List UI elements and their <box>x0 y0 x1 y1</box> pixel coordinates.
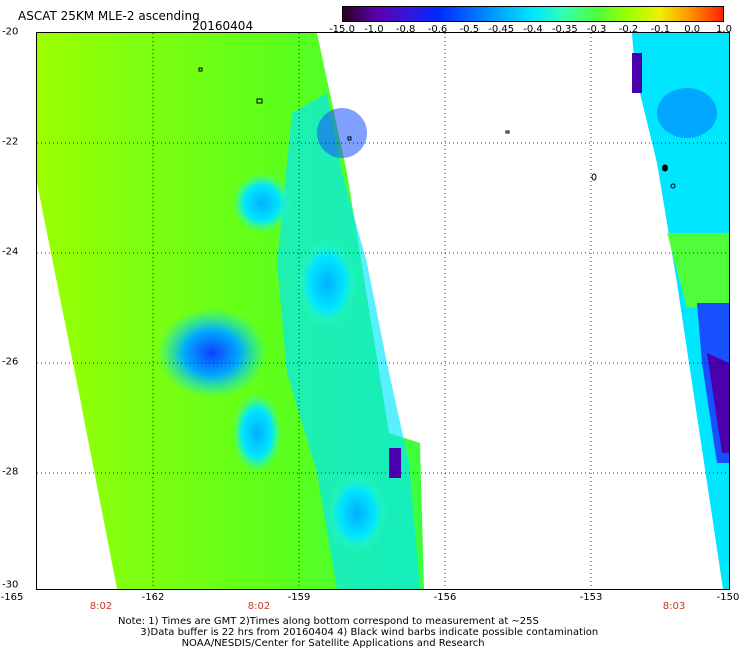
graticule <box>37 33 729 589</box>
footnote: Note: 1) Times are GMT 2)Times along bot… <box>118 616 598 649</box>
y-tick-label: -28 <box>2 466 19 478</box>
time-label: 8:03 <box>662 601 686 612</box>
time-label: 8:02 <box>89 601 113 612</box>
y-tick-label: -24 <box>2 246 19 258</box>
edge-purple <box>389 448 401 478</box>
x-tick-label: -156 <box>433 592 457 603</box>
colorbar-tick-label: -0.1 <box>650 24 671 35</box>
x-tick-label: -159 <box>287 592 311 603</box>
colorbar-tick-label: 1.0 <box>716 24 732 35</box>
colorbar <box>342 6 724 22</box>
y-tick-label: -20 <box>2 26 19 38</box>
footnote-line-3: NOAA/NESDIS/Center for Satellite Applica… <box>118 638 485 649</box>
colorbar-tick-label: -0.35 <box>551 24 578 35</box>
low-blob-4 <box>317 108 367 158</box>
map-frame <box>36 32 730 590</box>
swath-left-edge <box>277 93 420 589</box>
low-blob-7 <box>657 88 717 138</box>
colorbar-tick-label: -0.45 <box>488 24 515 35</box>
x-tick-label: -165 <box>0 592 24 603</box>
colorbar-tick-label: 0.0 <box>684 24 701 35</box>
map-date: 20160404 <box>192 19 254 33</box>
island-outlines <box>198 67 676 189</box>
x-tick-label: -150 <box>716 592 740 603</box>
y-tick-label: -22 <box>2 136 19 148</box>
low-blob-2 <box>232 173 292 233</box>
swath-right-purple <box>707 353 729 453</box>
colorbar-tick-label: -0.6 <box>427 24 448 35</box>
colorbar-tick-label: -0.2 <box>618 24 639 35</box>
colorbar-tick-label: -0.8 <box>395 24 416 35</box>
edge-purple-2 <box>632 53 642 93</box>
y-tick-label: -26 <box>2 356 19 368</box>
map-title: ASCAT 25KM MLE-2 ascending <box>18 9 200 23</box>
colorbar-tick-label: -0.3 <box>586 24 607 35</box>
colorbar-tick-label: -15.0 <box>329 24 355 35</box>
colorbar-tick-label: -0.4 <box>523 24 543 35</box>
low-blob-main <box>157 308 267 398</box>
colorbar-tick-label: -1.0 <box>364 24 384 35</box>
low-blob-6 <box>327 473 387 553</box>
x-tick-label: -162 <box>141 592 165 603</box>
colorbar-tick-label: -0.5 <box>459 24 480 35</box>
y-tick-label: -30 <box>2 579 19 591</box>
low-blob-3 <box>297 238 357 328</box>
low-blob-5 <box>232 393 282 473</box>
swath-right-green <box>667 233 729 308</box>
x-tick-label: -153 <box>579 592 603 603</box>
time-label: 8:02 <box>247 601 271 612</box>
footnote-line-1: Note: 1) Times are GMT 2)Times along bot… <box>118 616 539 627</box>
colorbar-gradient <box>343 7 723 21</box>
swath-right <box>632 33 729 589</box>
footnote-line-2: 3)Data buffer is 22 hrs from 20160404 4)… <box>118 627 599 638</box>
wind-swath-map <box>37 33 729 589</box>
